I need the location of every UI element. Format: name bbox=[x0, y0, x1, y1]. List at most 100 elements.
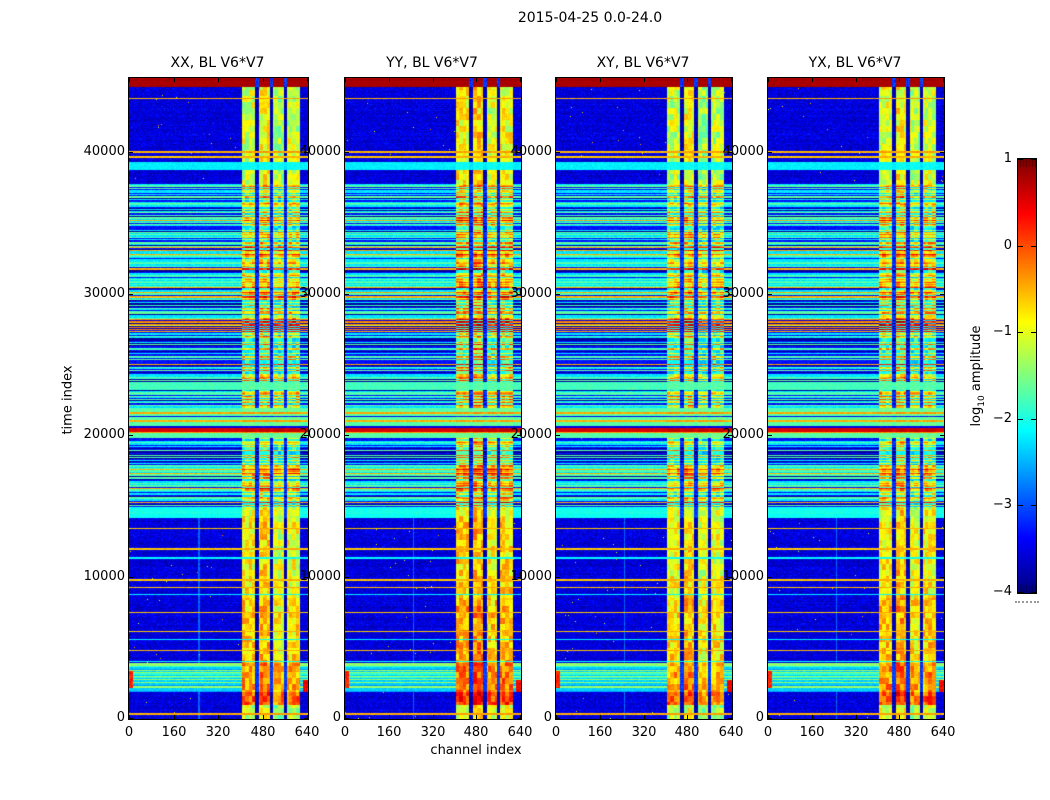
y-tick-label: 10000 bbox=[83, 569, 125, 584]
y-tick bbox=[129, 577, 133, 578]
x-tick bbox=[218, 78, 219, 82]
x-tick-label: 640 bbox=[718, 725, 744, 740]
y-tick bbox=[940, 577, 944, 578]
colorbar-tick bbox=[1018, 159, 1023, 160]
y-tick bbox=[517, 577, 521, 578]
y-tick bbox=[304, 152, 308, 153]
x-tick bbox=[600, 78, 601, 82]
y-tick bbox=[728, 577, 732, 578]
x-tick-label: 320 bbox=[843, 725, 869, 740]
y-tick bbox=[304, 718, 308, 719]
x-tick-label: 640 bbox=[294, 725, 320, 740]
x-tick bbox=[263, 715, 264, 719]
x-tick-label: 0 bbox=[551, 725, 561, 740]
y-tick bbox=[768, 152, 772, 153]
panel-title: YX, BL V6*V7 bbox=[808, 55, 902, 71]
y-tick-label: 20000 bbox=[722, 427, 764, 442]
y-tick bbox=[940, 435, 944, 436]
colorbar-tick-label: −2 bbox=[992, 411, 1012, 426]
y-tick bbox=[556, 152, 560, 153]
colorbar-tick bbox=[1031, 592, 1036, 593]
y-tick-label: 10000 bbox=[510, 569, 552, 584]
y-tick bbox=[345, 152, 349, 153]
x-tick bbox=[812, 78, 813, 82]
panel-title: XX, BL V6*V7 bbox=[170, 55, 265, 71]
y-tick bbox=[517, 152, 521, 153]
colorbar-tick bbox=[1031, 332, 1036, 333]
heatmap-canvas bbox=[768, 78, 944, 719]
x-tick-label: 160 bbox=[161, 725, 187, 740]
y-tick bbox=[129, 152, 133, 153]
y-tick bbox=[517, 435, 521, 436]
y-tick bbox=[768, 294, 772, 295]
colorbar-tick bbox=[1031, 159, 1036, 160]
colorbar-label: log10 amplitude bbox=[969, 325, 987, 426]
y-tick-label: 30000 bbox=[510, 286, 552, 301]
y-tick bbox=[940, 152, 944, 153]
y-tick bbox=[304, 577, 308, 578]
x-tick-label: 160 bbox=[376, 725, 402, 740]
y-tick bbox=[556, 435, 560, 436]
y-tick-label: 20000 bbox=[510, 427, 552, 442]
y-tick bbox=[304, 294, 308, 295]
x-tick-label: 160 bbox=[587, 725, 613, 740]
y-tick-label: 30000 bbox=[299, 286, 341, 301]
colorbar-tick bbox=[1018, 592, 1023, 593]
x-tick-label: 320 bbox=[205, 725, 231, 740]
y-tick bbox=[304, 435, 308, 436]
x-tick bbox=[687, 78, 688, 82]
y-tick bbox=[345, 718, 349, 719]
y-tick-label: 20000 bbox=[83, 427, 125, 442]
x-tick bbox=[556, 78, 557, 82]
heatmap-panel-xx bbox=[128, 77, 309, 720]
x-tick-label: 0 bbox=[124, 725, 134, 740]
y-tick bbox=[728, 152, 732, 153]
y-tick bbox=[345, 577, 349, 578]
x-tick bbox=[307, 715, 308, 719]
x-tick bbox=[899, 715, 900, 719]
colorbar-tick-label: −1 bbox=[992, 324, 1012, 339]
y-tick-label: 0 bbox=[116, 710, 125, 725]
x-tick-label: 480 bbox=[463, 725, 489, 740]
x-tick bbox=[263, 78, 264, 82]
y-tick bbox=[517, 294, 521, 295]
y-tick-label: 20000 bbox=[299, 427, 341, 442]
y-tick bbox=[728, 435, 732, 436]
y-tick bbox=[768, 577, 772, 578]
x-tick bbox=[856, 78, 857, 82]
y-tick bbox=[556, 718, 560, 719]
y-tick bbox=[940, 294, 944, 295]
y-tick-label: 40000 bbox=[299, 144, 341, 159]
x-tick-label: 640 bbox=[930, 725, 956, 740]
colorbar-label-sub: 10 bbox=[976, 395, 987, 407]
figure-title: 2015-04-25 0.0-24.0 bbox=[517, 10, 663, 26]
y-tick bbox=[728, 294, 732, 295]
y-tick-label: 30000 bbox=[83, 286, 125, 301]
x-tick-label: 0 bbox=[763, 725, 773, 740]
colorbar-tick bbox=[1031, 505, 1036, 506]
y-tick-label: 40000 bbox=[722, 144, 764, 159]
y-tick-label: 0 bbox=[543, 710, 552, 725]
x-tick bbox=[644, 78, 645, 82]
colorbar-canvas bbox=[1018, 159, 1036, 593]
x-tick bbox=[768, 715, 769, 719]
x-tick-label: 480 bbox=[674, 725, 700, 740]
x-tick bbox=[556, 715, 557, 719]
panel-title: XY, BL V6*V7 bbox=[596, 55, 690, 71]
x-tick bbox=[731, 715, 732, 719]
x-tick-label: 160 bbox=[799, 725, 825, 740]
y-tick bbox=[517, 718, 521, 719]
colorbar-tick bbox=[1031, 419, 1036, 420]
x-tick bbox=[687, 715, 688, 719]
x-tick bbox=[174, 715, 175, 719]
y-tick bbox=[345, 435, 349, 436]
colorbar-label-prefix: log bbox=[969, 406, 985, 427]
x-tick bbox=[899, 78, 900, 82]
heatmap-panel-yx bbox=[767, 77, 945, 720]
colorbar-tick-label: −4 bbox=[992, 584, 1012, 599]
colorbar-tick-label: 0 bbox=[1003, 238, 1012, 253]
colorbar-tick bbox=[1018, 419, 1023, 420]
y-tick bbox=[768, 435, 772, 436]
x-tick bbox=[307, 78, 308, 82]
heatmap-canvas bbox=[129, 78, 308, 719]
